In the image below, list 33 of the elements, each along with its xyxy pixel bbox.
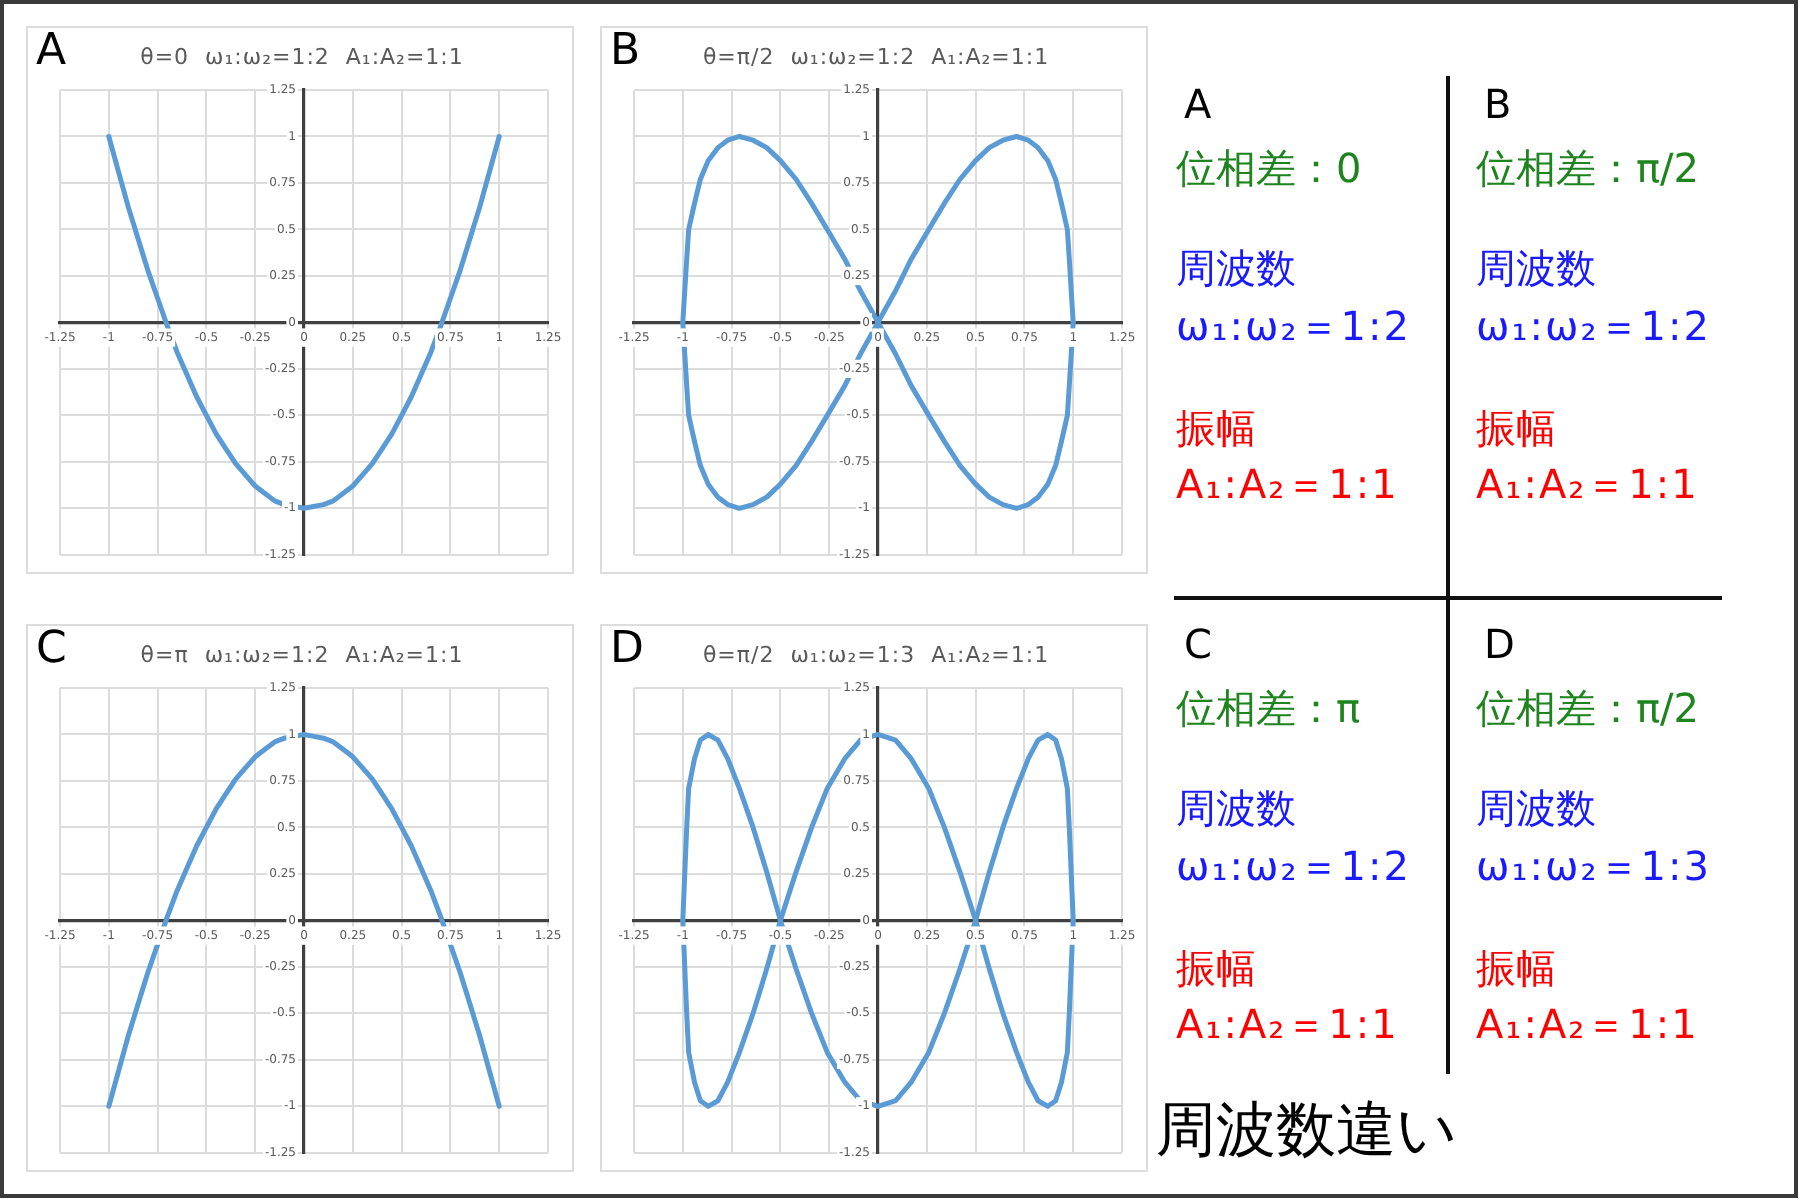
text: 振幅 [1476,404,1556,452]
text: 振幅 [1176,404,1256,452]
text: 周波数 [1176,784,1296,832]
text: ω₁:ω₂＝1:3 [1476,842,1711,890]
text: 位相差：π/2 [1476,684,1700,732]
text: ω₁:ω₂＝1:2 [1176,302,1411,350]
text: D [1484,620,1515,668]
chart-title: C [36,624,67,674]
text: B [1484,80,1512,128]
text: 位相差：π/2 [1476,144,1700,192]
text: 周波数 [1476,784,1596,832]
chart-subtitle: θ=π/2 ω₁:ω₂=1:2 A₁:A₂=1:1 [702,44,1050,70]
text: 位相差：π [1176,684,1361,732]
text: ω₁:ω₂＝1:2 [1476,302,1711,350]
text: 周波数 [1176,244,1296,292]
text: A₁:A₂＝1:1 [1176,1000,1399,1048]
chart-subtitle: θ=π/2 ω₁:ω₂=1:3 A₁:A₂=1:1 [702,642,1050,668]
text: ω₁:ω₂＝1:2 [1176,842,1411,890]
chart-subtitle: θ=0 ω₁:ω₂=1:2 A₁:A₂=1:1 [140,44,464,70]
text: 振幅 [1176,944,1256,992]
chart-title: B [610,26,641,76]
text: A₁:A₂＝1:1 [1476,1000,1699,1048]
text: 位相差：0 [1176,144,1362,192]
text: A [1184,80,1212,128]
text: 周波数 [1476,244,1596,292]
text: 周波数違い [1156,1096,1458,1168]
text: A₁:A₂＝1:1 [1176,460,1399,508]
text: 振幅 [1476,944,1556,992]
text: C [1184,620,1212,668]
text: A₁:A₂＝1:1 [1476,460,1699,508]
chart-title: D [610,624,644,674]
chart-subtitle: θ=π ω₁:ω₂=1:2 A₁:A₂=1:1 [140,642,464,668]
chart-title: A [36,26,67,76]
